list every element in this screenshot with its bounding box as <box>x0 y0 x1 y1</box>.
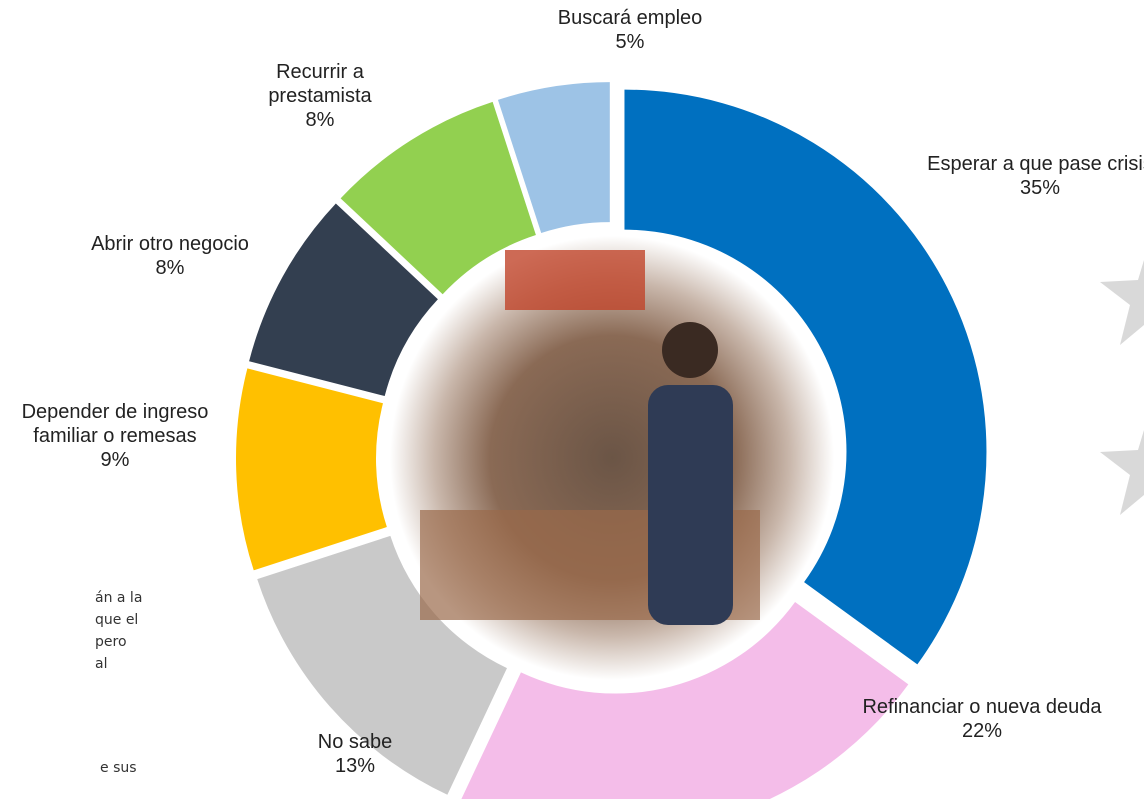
slice-label: Refinanciar o nueva deuda 22% <box>852 695 1112 743</box>
slice-label: Buscará empleo 5% <box>520 6 740 54</box>
category-label: No sabe <box>317 731 393 753</box>
pie-slice <box>624 89 987 665</box>
pie-slice <box>257 535 507 795</box>
category-label: Recurrir a prestamista <box>268 61 372 107</box>
slice-label: Recurrir a prestamista 8% <box>240 60 400 132</box>
value-label: 8% <box>305 109 335 131</box>
background-text: que el <box>95 612 139 628</box>
category-label: Depender de ingreso familiar o remesas <box>21 401 209 447</box>
pie-slice <box>340 101 536 295</box>
pie-slice <box>497 82 610 234</box>
photo-sign <box>505 250 645 310</box>
category-label: Esperar a que pase crisis <box>927 153 1144 175</box>
value-label: 5% <box>615 31 645 53</box>
star-decoration <box>1100 260 1144 345</box>
background-text: pero <box>95 634 127 650</box>
pie-slice <box>461 602 909 799</box>
slice-label: Esperar a que pase crisis 35% <box>905 152 1144 200</box>
value-label: 8% <box>155 257 185 279</box>
pie-slice <box>236 368 387 571</box>
pie-slice <box>249 203 438 397</box>
category-label: Refinanciar o nueva deuda <box>862 696 1102 718</box>
photo-person <box>648 385 733 625</box>
slice-label: Depender de ingreso familiar o remesas 9% <box>0 400 230 472</box>
value-label: 13% <box>334 755 376 777</box>
value-label: 35% <box>1019 177 1061 199</box>
category-label: Abrir otro negocio <box>91 233 249 255</box>
slice-label: Abrir otro negocio 8% <box>45 232 295 280</box>
background-text: al <box>95 656 108 672</box>
background-text: e sus <box>100 760 137 776</box>
value-label: 22% <box>961 720 1003 742</box>
background-text: án a la <box>95 590 143 606</box>
slice-label: No sabe 13% <box>280 730 430 778</box>
value-label: 9% <box>100 449 130 471</box>
star-decoration <box>1100 430 1144 515</box>
category-label: Buscará empleo <box>557 7 703 29</box>
photo-person <box>662 322 718 378</box>
